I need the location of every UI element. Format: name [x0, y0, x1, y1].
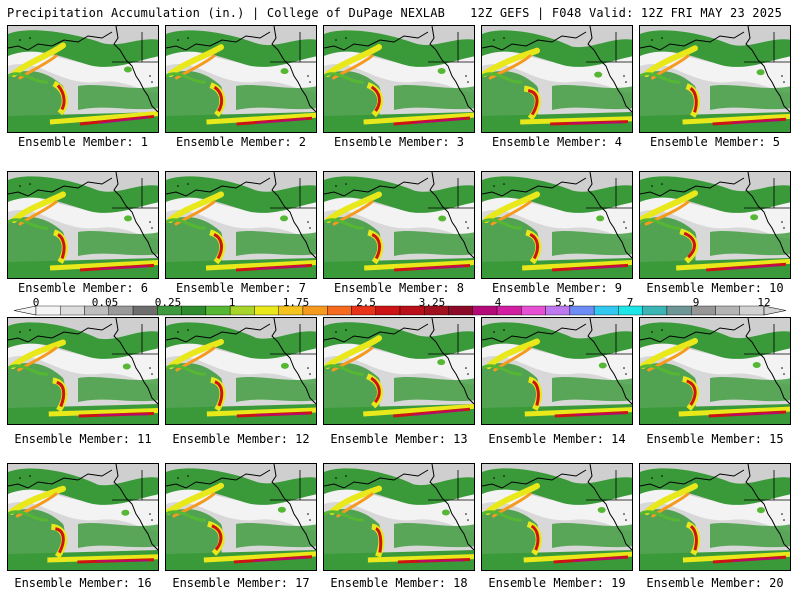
panel-label: Ensemble Member: 19 — [488, 576, 626, 590]
scale-tick-label: 0.25 — [154, 296, 182, 309]
map-panel — [481, 463, 633, 571]
scale-cell — [60, 305, 85, 316]
scale-tick-label: 7 — [626, 296, 634, 309]
panel-label: Ensemble Member: 9 — [491, 281, 623, 295]
scale-cell — [132, 305, 158, 316]
panel-label: Ensemble Member: 15 — [646, 432, 784, 446]
map-panel — [323, 463, 475, 571]
panel-label: Ensemble Member: 20 — [646, 576, 784, 590]
scale-tick-label: 3.25 — [418, 296, 446, 309]
map-panel — [7, 25, 159, 133]
map-panel — [165, 317, 317, 425]
panel-label: Ensemble Member: 6 — [17, 281, 149, 295]
scale-cell — [448, 305, 473, 316]
run-info: 12Z GEFS | F048 Valid: 12Z FRI MAY 23 20… — [470, 6, 782, 20]
header: Precipitation Accumulation (in.) | Colle… — [0, 0, 800, 22]
color-scale-bar — [13, 305, 787, 316]
map-panel — [639, 317, 791, 425]
panel-label: Ensemble Member: 16 — [14, 576, 152, 590]
panel-label: Ensemble Member: 13 — [330, 432, 468, 446]
map-panel — [323, 25, 475, 133]
map-panel — [639, 25, 791, 133]
scale-arrow-right — [763, 305, 787, 316]
panel-label: Ensemble Member: 10 — [646, 281, 784, 295]
panel-label: Ensemble Member: 1 — [17, 135, 149, 149]
map-panel — [481, 317, 633, 425]
panel-label: Ensemble Member: 14 — [488, 432, 626, 446]
panel-label: Ensemble Member: 12 — [172, 432, 310, 446]
scale-cell — [181, 305, 207, 316]
scale-cell — [35, 305, 61, 316]
scale-tick-label: 4 — [494, 296, 502, 309]
scale-tick-label: 0.05 — [91, 296, 119, 309]
scale-tick-label: 1.75 — [282, 296, 310, 309]
scale-cell — [375, 305, 401, 316]
panel-label: Ensemble Member: 3 — [333, 135, 465, 149]
scale-cell — [254, 305, 279, 316]
scale-cell — [205, 305, 231, 316]
scale-cell — [472, 305, 498, 316]
scale-cell — [327, 305, 352, 316]
map-panel — [481, 171, 633, 279]
scale-tick-label: 12 — [757, 296, 771, 309]
scale-tick-label: 2.5 — [356, 296, 376, 309]
scale-tick-label: 0 — [32, 296, 40, 309]
panel-label: Ensemble Member: 7 — [175, 281, 307, 295]
panel-label: Ensemble Member: 2 — [175, 135, 307, 149]
map-panel — [165, 171, 317, 279]
scale-cell — [593, 305, 619, 316]
panel-label: Ensemble Member: 11 — [14, 432, 152, 446]
panel-label: Ensemble Member: 8 — [333, 281, 465, 295]
map-panel — [7, 317, 159, 425]
panel-label: Ensemble Member: 17 — [172, 576, 310, 590]
panel-label: Ensemble Member: 4 — [491, 135, 623, 149]
panel-label: Ensemble Member: 18 — [330, 576, 468, 590]
scale-cell — [642, 305, 668, 316]
map-panel — [165, 463, 317, 571]
scale-tick-label: 9 — [692, 296, 700, 309]
page-title: Precipitation Accumulation (in.) | Colle… — [7, 6, 446, 20]
map-panel — [323, 317, 475, 425]
scale-tick-label: 5.5 — [555, 296, 575, 309]
scale-cell — [666, 305, 692, 316]
map-panel — [639, 463, 791, 571]
map-panel — [7, 171, 159, 279]
scale-cell — [521, 305, 546, 316]
map-panel — [481, 25, 633, 133]
map-panel — [165, 25, 317, 133]
scale-tick-label: 1 — [228, 296, 236, 309]
map-panel — [7, 463, 159, 571]
map-panel — [639, 171, 791, 279]
map-panel — [323, 171, 475, 279]
panel-label: Ensemble Member: 5 — [649, 135, 781, 149]
scale-cell — [715, 305, 740, 316]
